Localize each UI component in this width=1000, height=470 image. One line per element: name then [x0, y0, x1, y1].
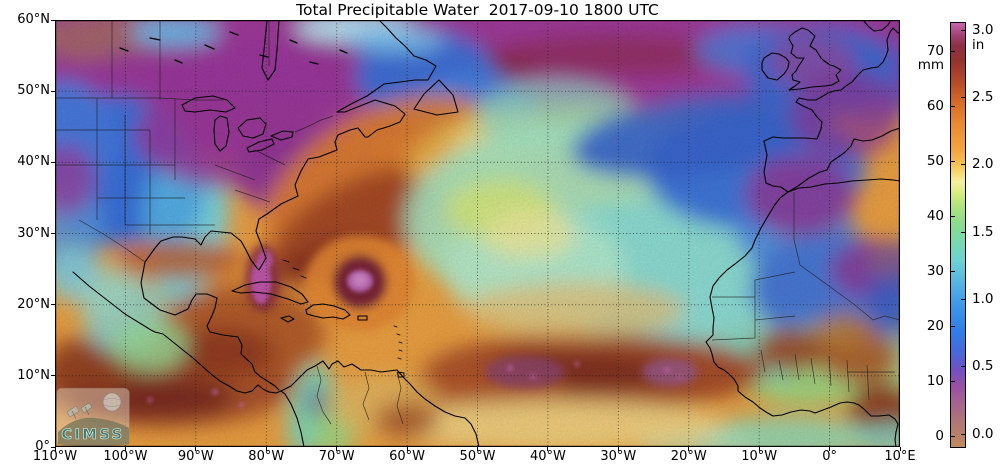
colorbar-mm-label: 60 [926, 97, 944, 114]
x-tick-mark [336, 447, 338, 451]
x-tick-mark [758, 447, 760, 451]
map-frame [55, 20, 900, 447]
colorbar-mm-label: 40 [926, 207, 944, 224]
y-tick-mark [51, 161, 55, 163]
colorbar-mm-label: 0 [935, 427, 944, 444]
y-tick-label: 20°N [17, 296, 50, 312]
x-tick-label: 20°W [670, 449, 707, 464]
graticule [55, 20, 900, 447]
x-tick-label: 60°W [389, 449, 426, 464]
x-tick-mark [477, 447, 478, 451]
map-canvas: CIMSS [55, 20, 900, 447]
colorbar-mm-tick [951, 325, 955, 327]
colorbar-in-label: 1.0 [972, 290, 994, 307]
colorbar-in-tick [961, 433, 965, 435]
x-tick-mark [547, 447, 549, 451]
x-tick-mark [617, 447, 619, 451]
tpw-map: CIMSS [55, 20, 900, 447]
x-tick-label: 110°W [32, 449, 78, 464]
colorbar-mm-label: 50 [926, 152, 944, 169]
political-borders [55, 20, 900, 425]
x-tick-label: 70°W [318, 449, 355, 464]
colorbar-mm-label: 70 [926, 42, 944, 59]
y-tick-label: 50°N [17, 83, 50, 99]
colorbar-in-label: 0.0 [972, 425, 994, 442]
colorbar-mm-unit: mm [917, 57, 944, 74]
y-tick-label: 10°N [17, 367, 50, 383]
y-tick-label: 30°N [17, 225, 50, 241]
x-tick-label: 10°E [884, 449, 916, 464]
x-tick-mark [829, 447, 831, 451]
colorbar-in-label: 2.0 [972, 156, 994, 173]
coastlines [72, 20, 900, 447]
x-tick-label: 100°W [103, 449, 148, 464]
colorbar-mm-label: 30 [926, 262, 944, 279]
y-tick-mark [51, 446, 55, 448]
colorbar-mm-tick [951, 50, 955, 52]
figure-title: Total Precipitable Water 2017-09-10 1800… [296, 1, 659, 19]
colorbar-mm-tick [951, 380, 955, 382]
colorbar-mm-label: 10 [926, 372, 944, 389]
colorbar-mm-tick [951, 160, 955, 162]
colorbar-in-tick [961, 298, 965, 300]
colorbar-in-tick [961, 29, 965, 31]
x-tick-label: 0° [822, 449, 837, 464]
cimss-logo-text: CIMSS [61, 427, 124, 443]
x-tick-mark [54, 447, 56, 451]
x-tick-label: 80°W [248, 449, 285, 464]
x-tick-mark [195, 447, 197, 451]
x-tick-label: 40°W [529, 449, 566, 464]
x-tick-mark [265, 447, 267, 451]
x-tick-label: 10°W [741, 449, 778, 464]
colorbar-in-tick [961, 231, 965, 233]
colorbar-mm-tick [951, 105, 955, 107]
x-tick-mark [124, 447, 126, 451]
y-tick-mark [51, 233, 55, 234]
y-tick-label: 0° [35, 439, 50, 454]
colorbar-in-label: 3.0 [972, 21, 994, 38]
x-tick-label: 90°W [177, 449, 214, 464]
cimss-logo: CIMSS [56, 387, 130, 447]
colorbar-mm-tick [951, 435, 955, 437]
y-tick-label: 40°N [17, 154, 50, 170]
colorbar-mm-tick [951, 270, 955, 272]
colorbar-in-label: 2.5 [972, 88, 994, 105]
y-tick-label: 60°N [17, 12, 50, 27]
y-tick-mark [51, 375, 55, 377]
x-tick-mark [688, 447, 690, 451]
x-tick-label: 30°W [600, 449, 637, 464]
colorbar-mm-label: 20 [926, 317, 944, 334]
x-tick-mark [899, 447, 901, 451]
colorbar-in-tick [961, 366, 965, 368]
colorbar [950, 22, 966, 448]
y-tick-mark [51, 19, 55, 21]
colorbar-in-tick [961, 96, 965, 98]
colorbar-in-tick [961, 164, 965, 166]
colorbar-mm-tick [951, 215, 955, 217]
colorbar-in-label: 1.5 [972, 223, 994, 240]
y-tick-mark [51, 90, 55, 92]
colorbar-in-unit: in [972, 37, 985, 53]
y-tick-mark [51, 304, 55, 306]
x-tick-label: 50°W [459, 449, 496, 464]
x-tick-mark [406, 447, 408, 451]
colorbar-in-label: 0.5 [972, 358, 994, 375]
